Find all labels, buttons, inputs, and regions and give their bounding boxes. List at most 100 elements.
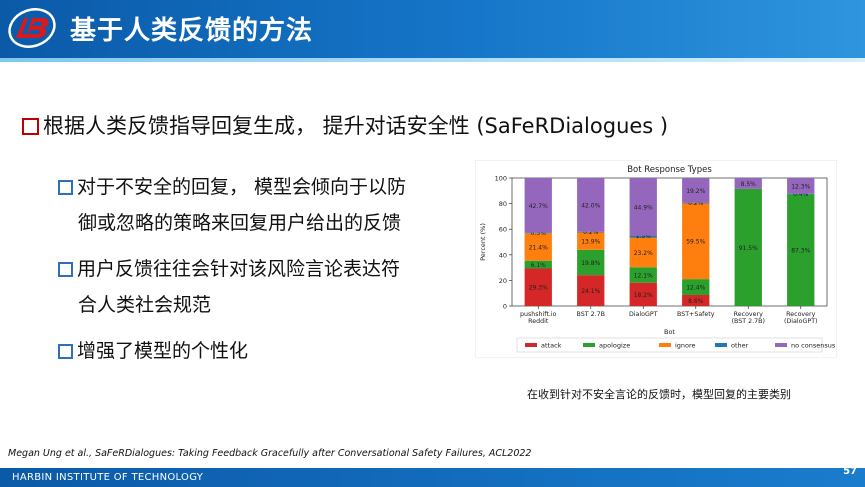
bar-ignore-2 bbox=[629, 237, 657, 268]
sub-bullet-text: 用户反馈往往会针对该风险言论表达符 bbox=[77, 258, 401, 280]
bar-attack-2 bbox=[629, 282, 657, 306]
bot-response-chart: Bot Response Types 0 20 40 60 80 100 Percent (%… bbox=[475, 160, 837, 358]
bar-apologize-4 bbox=[734, 188, 762, 306]
bar-apologize-3 bbox=[682, 279, 710, 295]
bar-other-2 bbox=[629, 235, 657, 238]
data-label: 12.4% bbox=[686, 285, 705, 292]
legend-swatch-attack bbox=[525, 343, 537, 347]
bar-other-3 bbox=[682, 202, 710, 204]
legend-label: no consensus bbox=[791, 342, 836, 350]
legend-label: ignore bbox=[675, 342, 696, 350]
footer-org: HARBIN INSTITUTE OF TECHNOLOGY bbox=[12, 472, 204, 483]
data-label: 29.3% bbox=[529, 285, 548, 292]
x-tick-label: Recovery bbox=[734, 311, 763, 318]
header-divider bbox=[0, 58, 865, 62]
bar-no-consensus-0 bbox=[524, 178, 552, 233]
x-tick-label: Recovery bbox=[786, 311, 815, 318]
sub-bullet-text: 御或忽略的策略来回复用户给出的反馈 bbox=[78, 212, 402, 234]
bar-no-consensus-1 bbox=[577, 178, 605, 232]
data-label: 19.8% bbox=[581, 260, 600, 267]
legend-label: attack bbox=[541, 342, 562, 350]
sub-bullet-1-cont: 御或忽略的策略来回复用户给出的反馈 bbox=[78, 208, 401, 235]
data-label: 42.0% bbox=[581, 202, 600, 209]
sub-bullet-3: 增强了模型的个性化 bbox=[58, 336, 248, 363]
hit-logo-icon bbox=[8, 8, 56, 48]
legend-swatch-apologize bbox=[583, 343, 595, 347]
x-tick-label: BST+Safety bbox=[677, 311, 715, 318]
footer-bar bbox=[0, 468, 865, 487]
bar-other-5 bbox=[787, 193, 815, 195]
citation: Megan Ung et al., SaFeRDialogues: Taking… bbox=[8, 448, 532, 459]
sub-bullet-1: 对于不安全的回复， 模型会倾向于以防 bbox=[58, 172, 406, 199]
x-tick-label: DialoGPT bbox=[629, 311, 658, 318]
bar-attack-1 bbox=[577, 275, 605, 306]
data-label: 44.9% bbox=[634, 204, 653, 211]
data-label: 18.2% bbox=[634, 292, 653, 299]
data-label: 0.2% bbox=[688, 200, 704, 207]
bar-ignore-1 bbox=[577, 232, 605, 250]
square-bullet-icon bbox=[58, 344, 73, 359]
x-tick-label: (DialoGPT) bbox=[784, 318, 818, 325]
main-bullet: 根据人类反馈指导回复生成， 提升对话安全性 (SaFeRDialogues ) bbox=[22, 110, 668, 140]
y-tick-label: 20 bbox=[499, 277, 507, 285]
main-bullet-text: 根据人类反馈指导回复生成， 提升对话安全性 (SaFeRDialogues ) bbox=[43, 114, 669, 138]
page-number: 57 bbox=[843, 466, 857, 477]
bar-apologize-1 bbox=[577, 249, 605, 276]
legend-label: other bbox=[731, 342, 749, 350]
data-label: 0.4% bbox=[793, 191, 809, 198]
data-label: 13.9% bbox=[581, 238, 600, 245]
y-tick-label: 60 bbox=[499, 226, 507, 234]
data-label: 23.2% bbox=[634, 250, 653, 257]
data-label: 0.2% bbox=[583, 229, 599, 236]
bar-attack-3 bbox=[682, 294, 710, 306]
legend-swatch-no-consensus bbox=[775, 343, 787, 347]
chart-title: Bot Response Types bbox=[627, 165, 712, 175]
legend-swatch-other bbox=[715, 343, 727, 347]
data-label: 24.1% bbox=[581, 288, 600, 295]
y-tick-label: 100 bbox=[495, 175, 507, 183]
x-axis-label: Bot bbox=[664, 328, 675, 336]
bar-apologize-5 bbox=[787, 194, 815, 306]
data-label: 8.6% bbox=[688, 298, 704, 305]
sub-bullet-2-cont: 合人类社会规范 bbox=[78, 290, 211, 317]
plot-frame bbox=[511, 177, 828, 307]
x-tick-label: (BST 2.7B) bbox=[732, 318, 765, 325]
data-label: 12.3% bbox=[791, 183, 810, 190]
page-title: 基于人类反馈的方法 bbox=[70, 16, 314, 46]
bar-no-consensus-3 bbox=[682, 178, 710, 203]
sub-bullet-text: 增强了模型的个性化 bbox=[77, 340, 249, 362]
data-label: 19.2% bbox=[686, 188, 705, 195]
chart-caption: 在收到针对不安全言论的反馈时，模型回复的主要类别 bbox=[527, 388, 791, 401]
data-label: 8.5% bbox=[741, 181, 757, 188]
legend-swatch-ignore bbox=[659, 343, 671, 347]
x-tick-label: pushshift.io bbox=[520, 311, 557, 318]
bar-no-consensus-4 bbox=[734, 178, 762, 189]
bar-attack-0 bbox=[524, 268, 552, 306]
sub-bullet-2: 用户反馈往往会针对该风险言论表达符 bbox=[58, 254, 400, 281]
data-label: 42.7% bbox=[529, 203, 548, 210]
x-tick-label: Reddit bbox=[528, 318, 549, 325]
y-tick-label: 80 bbox=[499, 200, 507, 208]
square-bullet-icon bbox=[58, 262, 73, 277]
sub-bullet-text: 合人类社会规范 bbox=[78, 294, 212, 316]
header-bar bbox=[0, 0, 865, 58]
bar-apologize-0 bbox=[524, 260, 552, 269]
sub-bullet-text: 对于不安全的回复， 模型会倾向于以防 bbox=[77, 176, 407, 198]
legend-label: apologize bbox=[599, 342, 630, 350]
data-label: 59.5% bbox=[686, 239, 705, 246]
data-label: 91.5% bbox=[739, 245, 758, 252]
data-label: 0.5% bbox=[531, 230, 547, 237]
data-label: 1.5% bbox=[636, 233, 652, 240]
x-tick-label: BST 2.7B bbox=[577, 311, 605, 318]
bar-other-0 bbox=[524, 232, 552, 234]
bar-ignore-0 bbox=[524, 233, 552, 261]
data-label: 87.3% bbox=[791, 248, 810, 255]
bar-apologize-2 bbox=[629, 267, 657, 283]
bar-other-1 bbox=[577, 231, 605, 233]
square-bullet-icon bbox=[58, 180, 73, 195]
y-tick-label: 40 bbox=[499, 251, 507, 259]
bar-ignore-3 bbox=[682, 202, 710, 280]
square-bullet-icon bbox=[22, 118, 39, 135]
data-label: 6.1% bbox=[531, 262, 547, 269]
data-label: 21.4% bbox=[529, 244, 548, 251]
